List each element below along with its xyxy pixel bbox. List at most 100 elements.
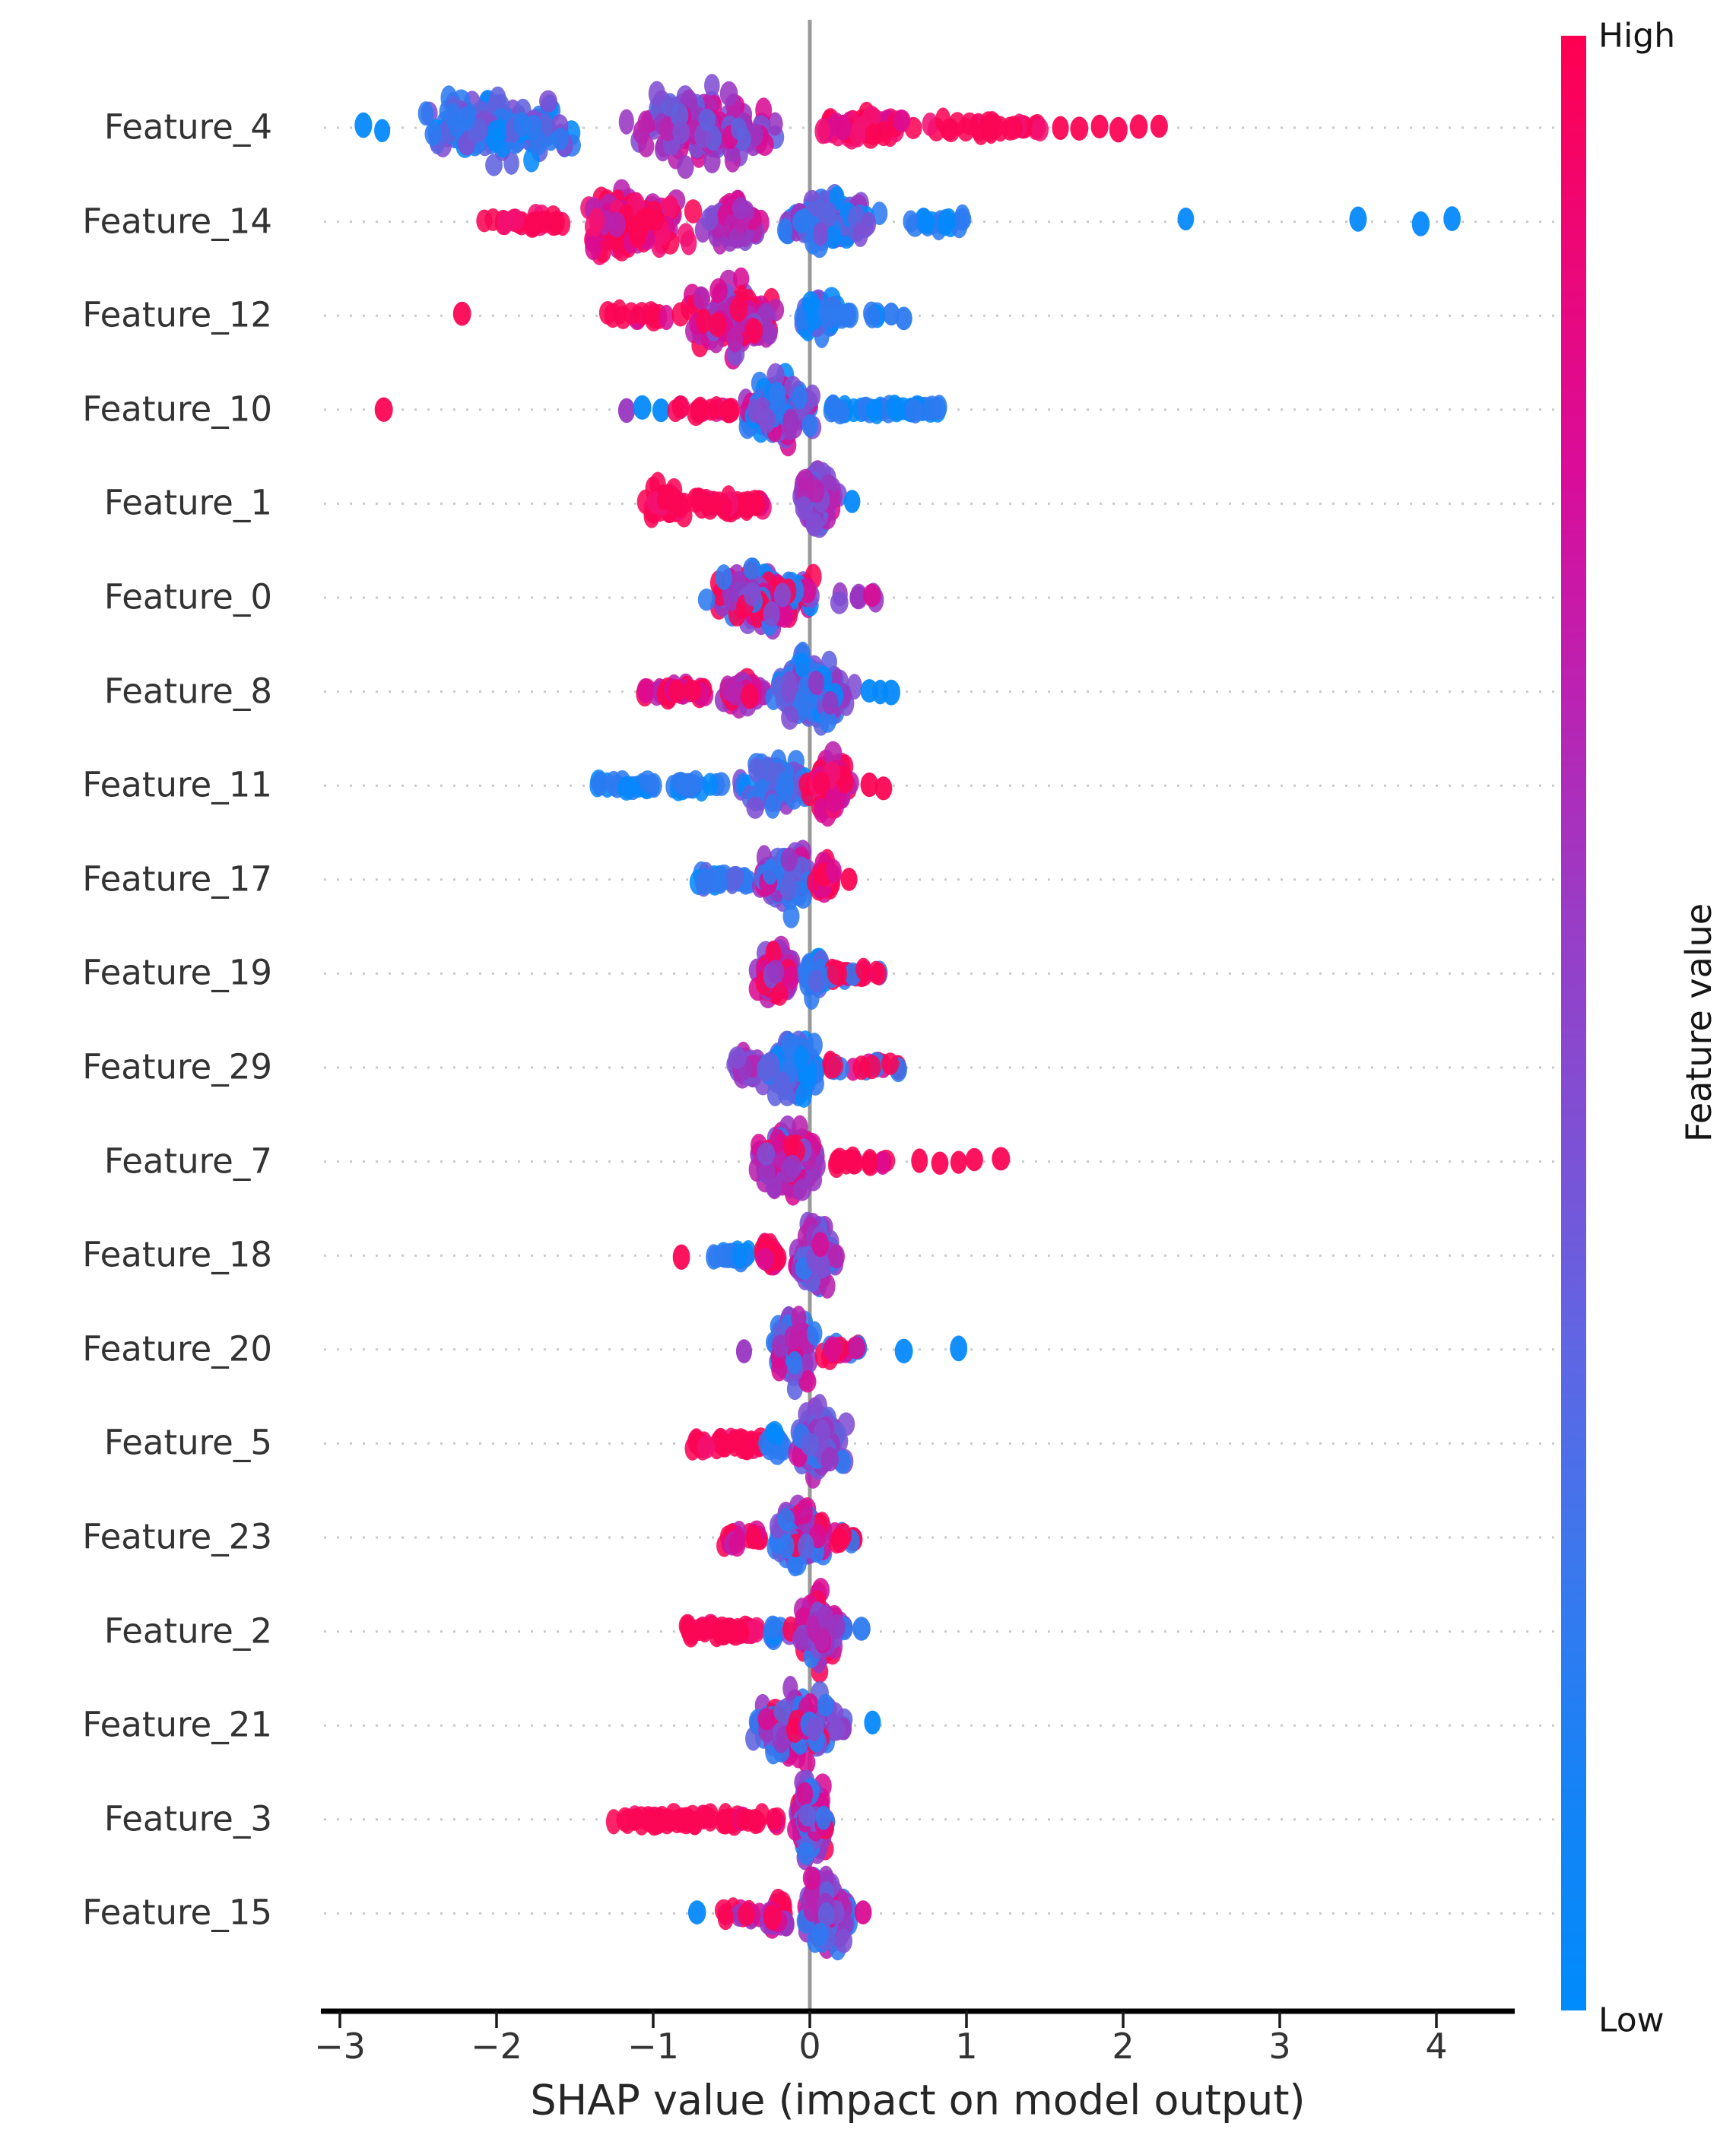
point (476, 209, 493, 233)
point (623, 302, 639, 325)
point (812, 222, 829, 246)
point (781, 966, 800, 990)
point (819, 202, 837, 227)
point (707, 1245, 725, 1268)
colorbar-high-label: High (1598, 16, 1676, 56)
point (905, 398, 922, 423)
point (652, 398, 670, 423)
point (771, 981, 789, 1006)
point (780, 847, 798, 872)
point (354, 112, 373, 138)
point (799, 1064, 817, 1090)
point (760, 756, 776, 782)
point (860, 211, 877, 236)
x-axis-title: SHAP value (impact on model output) (530, 2076, 1306, 2125)
point (811, 1922, 829, 1946)
point (824, 741, 843, 766)
point (717, 1906, 734, 1931)
point (776, 218, 793, 243)
point (765, 1420, 784, 1445)
feature-label-Feature_19: Feature_19 (82, 952, 272, 993)
point (683, 679, 702, 702)
point (695, 870, 713, 895)
point (894, 1338, 913, 1363)
point (659, 117, 678, 141)
point (745, 318, 763, 344)
point (627, 1808, 643, 1831)
point (874, 776, 893, 801)
point (424, 122, 443, 146)
point (817, 1604, 833, 1629)
point (759, 1160, 776, 1185)
point (696, 308, 712, 334)
point (819, 709, 836, 733)
point (525, 211, 541, 236)
x-tick-label-1: 1 (955, 2026, 978, 2067)
beeswarm-row-Feature_19 (748, 935, 888, 1010)
point (740, 683, 759, 709)
point (638, 770, 657, 794)
beeswarm-row-Feature_11 (589, 741, 893, 827)
point (662, 195, 678, 218)
point (547, 211, 564, 236)
point (862, 583, 881, 608)
point (828, 1244, 846, 1269)
point (681, 230, 697, 255)
point (486, 129, 503, 152)
point (708, 312, 727, 338)
point (672, 1244, 690, 1270)
point (716, 494, 732, 520)
point (1177, 208, 1195, 231)
point (847, 1336, 866, 1360)
point (850, 583, 868, 608)
point (1070, 116, 1089, 141)
point (773, 1071, 791, 1096)
point (992, 116, 1009, 142)
point (617, 776, 636, 801)
feature-label-Feature_7: Feature_7 (103, 1141, 272, 1182)
beeswarm-row-Feature_8 (636, 641, 901, 736)
point (874, 1150, 891, 1176)
feature-label-Feature_20: Feature_20 (82, 1328, 272, 1369)
point (702, 773, 719, 796)
x-tick-label--1: −1 (627, 2026, 679, 2067)
point (895, 306, 912, 331)
beeswarm-row-Feature_29 (726, 1030, 907, 1108)
point (671, 771, 690, 795)
point (656, 488, 672, 511)
point (781, 678, 797, 703)
point (589, 208, 605, 233)
point (855, 957, 871, 981)
point (824, 394, 842, 420)
point (726, 1431, 744, 1457)
point (782, 1675, 798, 1701)
point (763, 601, 780, 627)
point (796, 1782, 814, 1806)
point (633, 395, 652, 420)
point (729, 297, 748, 322)
point (763, 1615, 782, 1639)
point (704, 74, 720, 97)
beeswarm-row-Feature_14 (476, 179, 1461, 265)
point (417, 101, 434, 126)
point (806, 1717, 822, 1742)
point (732, 267, 750, 290)
point (738, 1902, 755, 1926)
point (677, 155, 694, 179)
point (833, 114, 852, 141)
point (728, 1046, 747, 1069)
x-tick-label--2: −2 (471, 2026, 522, 2067)
point (485, 154, 503, 176)
point (826, 859, 842, 884)
point (1411, 211, 1430, 236)
point (769, 1128, 786, 1154)
point (830, 591, 849, 614)
point (817, 1693, 834, 1717)
point (781, 705, 799, 730)
point (881, 1052, 900, 1075)
point (662, 1809, 678, 1833)
point (842, 303, 859, 328)
point (1150, 114, 1168, 138)
point (743, 582, 761, 607)
